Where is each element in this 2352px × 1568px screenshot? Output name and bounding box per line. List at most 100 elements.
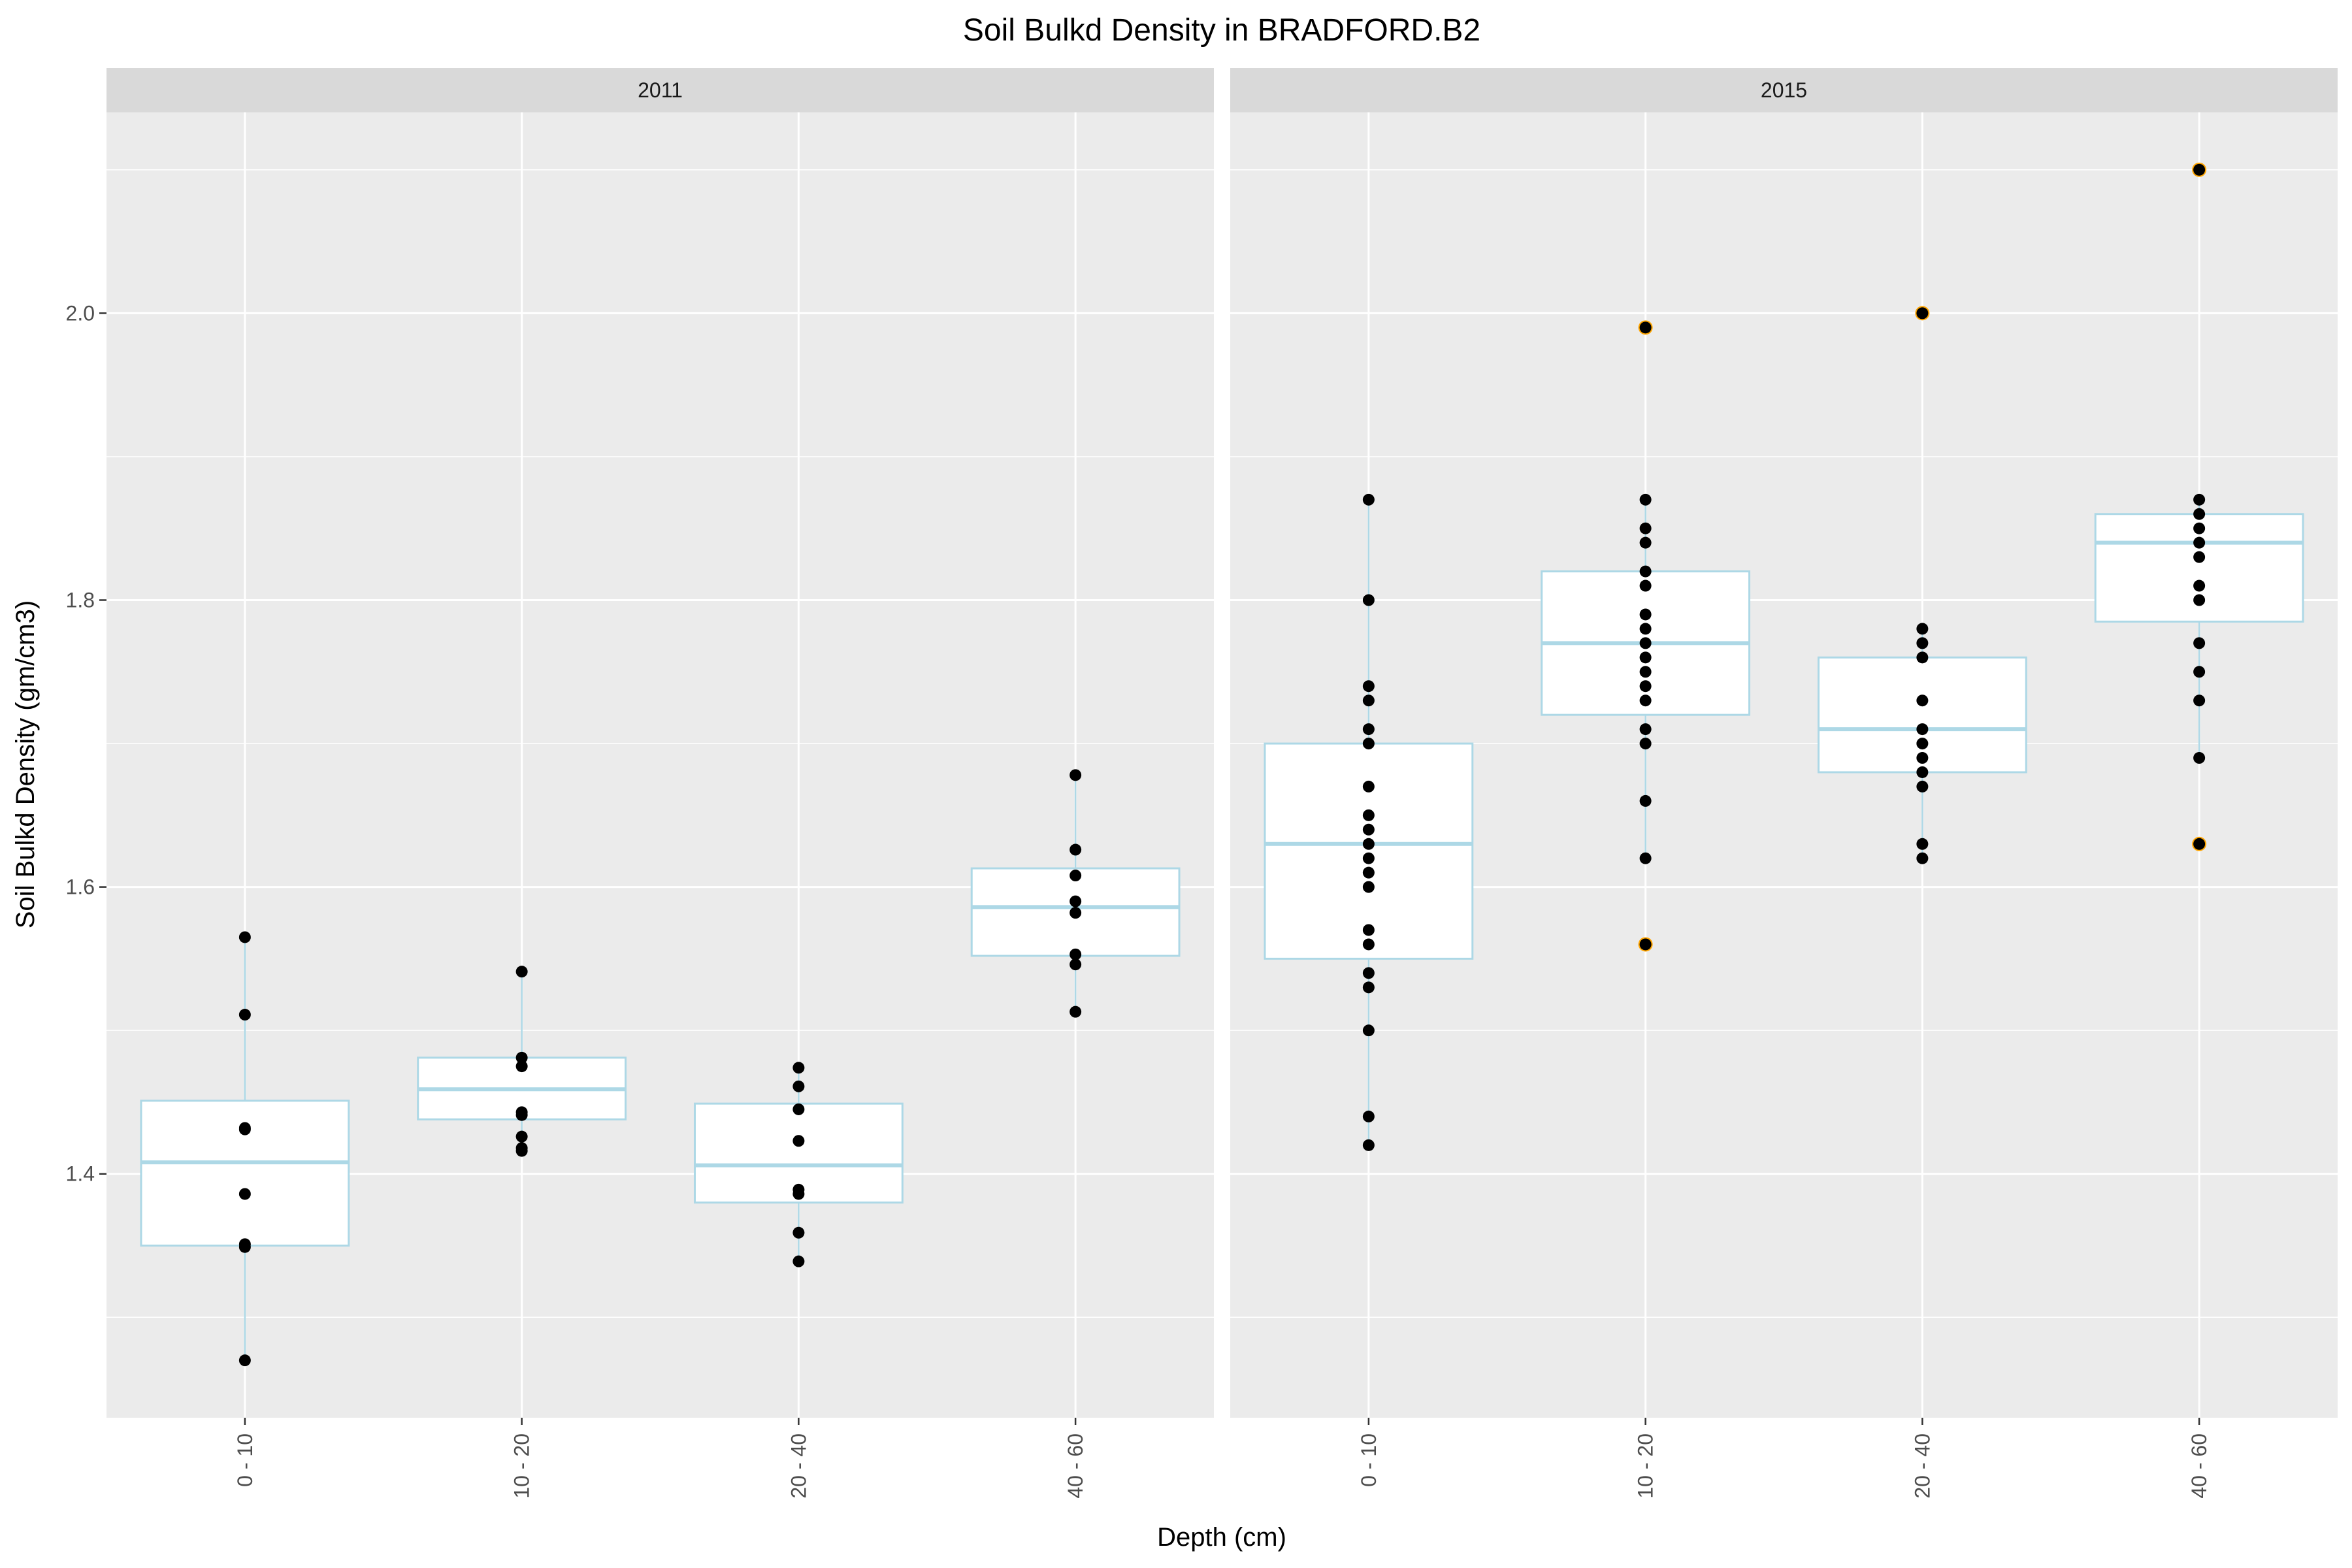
data-point [792, 1062, 805, 1074]
data-point [1070, 907, 1082, 919]
data-point [2193, 580, 2206, 592]
facet-strip [106, 68, 1214, 112]
data-point [1639, 794, 1652, 807]
data-point [238, 1009, 251, 1021]
data-point [1362, 823, 1375, 836]
data-point [515, 1051, 528, 1064]
y-tick-label: 1.8 [66, 589, 95, 612]
data-point [1639, 623, 1652, 635]
box-40-60 [970, 769, 1181, 1018]
data-point [1362, 967, 1375, 979]
x-tick-label: 10 - 20 [1634, 1433, 1658, 1499]
data-point [1639, 580, 1652, 592]
data-point [1639, 522, 1652, 534]
facet-strip-label: 2015 [1761, 78, 1807, 102]
data-point [1362, 723, 1375, 736]
data-point [1070, 1005, 1082, 1018]
data-point [1916, 838, 1929, 850]
y-axis-title: Soil Bulkd Density (gm/cm3) [11, 600, 40, 928]
data-point [238, 1354, 251, 1367]
y-tick-label: 2.0 [66, 301, 95, 325]
y-tick-label: 1.4 [66, 1162, 95, 1186]
data-point [1362, 738, 1375, 750]
x-tick-label: 0 - 10 [233, 1433, 257, 1487]
data-point [515, 1145, 528, 1157]
x-tick-label: 40 - 60 [1064, 1433, 1087, 1499]
x-tick-label: 20 - 40 [787, 1433, 810, 1499]
data-point [238, 931, 251, 943]
facet-strip-label: 2011 [638, 78, 683, 102]
data-point [1070, 769, 1082, 781]
data-point [1916, 780, 1929, 792]
facet-panel-2011: 2011 0 - 10 10 - 20 20 - 40 40 - 60 [106, 68, 1214, 1499]
data-point [1916, 637, 1929, 649]
data-point [2193, 694, 2206, 707]
x-axis-title: Depth (cm) [1157, 1523, 1286, 1552]
data-point [1362, 981, 1375, 994]
facet-panels: 2011 0 - 10 10 - 20 20 - 40 40 - 60 2015 0 - 1… [106, 68, 2338, 1499]
data-point [515, 966, 528, 978]
data-point [792, 1188, 805, 1200]
data-point [1362, 881, 1375, 893]
facet-strip [1230, 68, 2338, 112]
data-point [515, 1130, 528, 1143]
data-point [1639, 680, 1652, 693]
data-point [1362, 838, 1375, 850]
box-0-10 [140, 931, 350, 1367]
data-point [1070, 843, 1082, 856]
data-point [515, 1109, 528, 1121]
data-point [1362, 1139, 1375, 1151]
data-point [1362, 493, 1375, 506]
data-point [238, 1188, 251, 1200]
data-point [1362, 780, 1375, 792]
data-point [1362, 866, 1375, 879]
data-point [1362, 594, 1375, 606]
y-axis: 1.4 1.6 1.8 2.0 [66, 301, 106, 1186]
data-point [1916, 623, 1929, 635]
data-point [515, 1060, 528, 1073]
data-point [792, 1080, 805, 1092]
data-point [238, 1241, 251, 1253]
data-point [1070, 958, 1082, 971]
box-10-20 [1541, 320, 1751, 952]
x-tick-label: 20 - 40 [1910, 1433, 1934, 1499]
data-point [1916, 723, 1929, 736]
data-point [1639, 493, 1652, 506]
data-point [1362, 1110, 1375, 1122]
data-point [1916, 766, 1929, 778]
data-point [1916, 752, 1929, 764]
data-point [2193, 838, 2206, 850]
data-point [1916, 738, 1929, 750]
data-point [1639, 321, 1652, 334]
chart-title: Soil Bulkd Density in BRADFORD.B2 [963, 13, 1480, 48]
box-iqr [1264, 742, 1474, 960]
data-point [1639, 651, 1652, 664]
data-point [1916, 651, 1929, 664]
data-point [2193, 522, 2206, 534]
data-point [1639, 637, 1652, 649]
data-point [1916, 307, 1929, 319]
data-point [2193, 493, 2206, 506]
data-point [2193, 508, 2206, 520]
y-tick-label: 1.6 [66, 875, 95, 899]
data-point [1639, 738, 1652, 750]
box-20-40 [693, 1062, 904, 1267]
data-point [2193, 752, 2206, 764]
data-point [792, 1226, 805, 1239]
data-point [1362, 680, 1375, 693]
box-0-10 [1264, 493, 1474, 1151]
data-point [2193, 551, 2206, 563]
data-point [792, 1135, 805, 1147]
data-point [1362, 694, 1375, 707]
data-point [792, 1103, 805, 1115]
x-tick-label: 0 - 10 [1357, 1433, 1380, 1487]
data-point [2193, 536, 2206, 549]
data-point [1639, 536, 1652, 549]
box-10-20 [417, 966, 627, 1157]
data-point [1362, 924, 1375, 936]
data-point [1916, 694, 1929, 707]
data-point [1639, 565, 1652, 578]
data-point [1070, 895, 1082, 907]
facet-panel-2015: 2015 0 - 10 10 - 20 20 - 40 40 - 60 [1230, 68, 2338, 1499]
